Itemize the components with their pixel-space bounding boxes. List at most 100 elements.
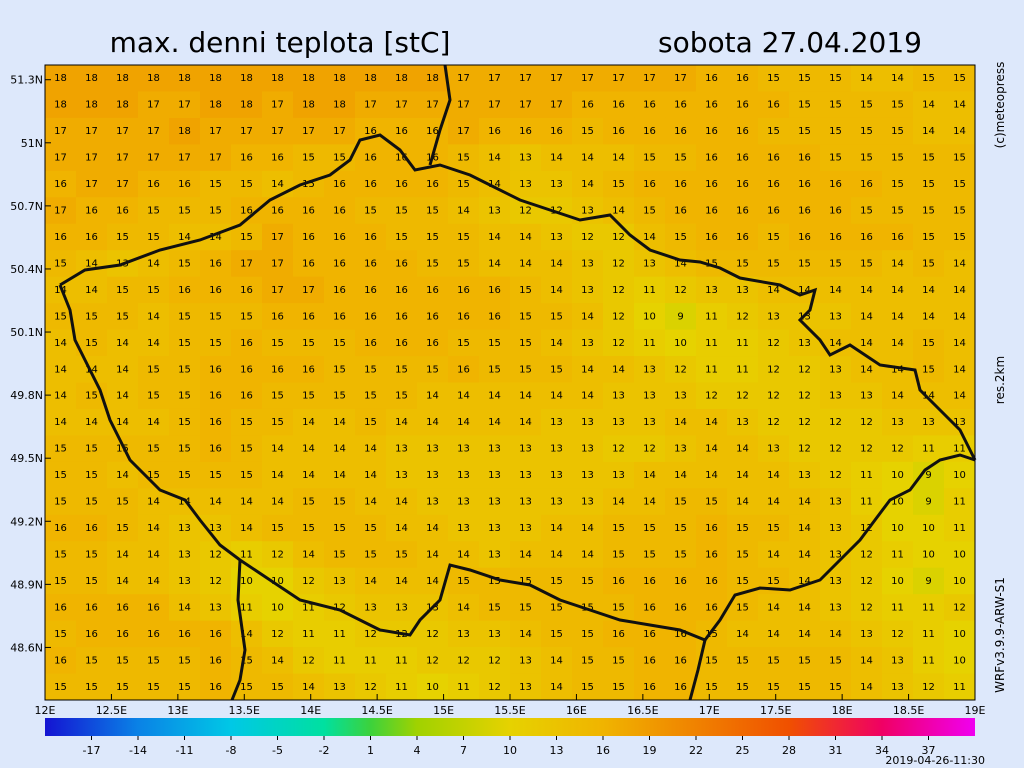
temperature-cell (231, 514, 263, 542)
temperature-cell (758, 541, 790, 569)
temperature-cell (324, 567, 356, 595)
lat-tick-label: 48.9N (10, 578, 43, 591)
temperature-cell (76, 673, 108, 701)
temperature-label: 15 (426, 258, 439, 269)
temperature-label: 16 (116, 602, 129, 613)
temperature-label: 16 (860, 232, 873, 243)
temperature-cell (138, 514, 170, 542)
temperature-cell (324, 250, 356, 278)
temperature-cell (820, 65, 852, 92)
temperature-cell (882, 144, 914, 172)
temperature-cell (851, 594, 883, 622)
temperature-label: 12 (705, 391, 718, 402)
temperature-label: 15 (860, 153, 873, 164)
temperature-label: 14 (674, 470, 687, 481)
temperature-label: 12 (612, 285, 625, 296)
temperature-label: 15 (240, 232, 253, 243)
temperature-label: 14 (147, 417, 160, 428)
temperature-cell (603, 514, 635, 542)
temperature-label: 12 (612, 258, 625, 269)
temperature-label: 11 (643, 285, 656, 296)
temperature-cell (417, 170, 449, 198)
temperature-label: 12 (767, 364, 780, 375)
temperature-label: 15 (705, 497, 718, 508)
temperature-label: 14 (953, 338, 966, 349)
temperature-label: 16 (147, 629, 160, 640)
temperature-cell (913, 647, 945, 675)
temperature-label: 18 (178, 73, 191, 84)
temperature-label: 17 (147, 126, 160, 137)
temperature-label: 12 (767, 338, 780, 349)
temperature-cell (665, 276, 697, 304)
temperature-cell (231, 223, 263, 251)
temperature-label: 14 (891, 311, 904, 322)
temperature-cell (851, 461, 883, 489)
temperature-label: 12 (209, 576, 222, 587)
temperature-cell (572, 541, 604, 569)
temperature-cell (696, 329, 728, 357)
temperature-label: 17 (240, 258, 253, 269)
temperature-cell (572, 250, 604, 278)
temperature-cell (789, 408, 821, 436)
temperature-cell (696, 408, 728, 436)
temperature-label: 14 (519, 417, 532, 428)
temperature-label: 16 (240, 206, 253, 217)
temperature-cell (293, 303, 325, 331)
temperature-cell (851, 276, 883, 304)
temperature-label: 16 (457, 311, 470, 322)
temperature-label: 14 (612, 206, 625, 217)
temperature-cell (758, 647, 790, 675)
temperature-cell (386, 303, 418, 331)
temperature-label: 14 (767, 497, 780, 508)
colorbar-tick-label: 7 (460, 744, 467, 757)
temperature-cell (231, 382, 263, 410)
temperature-cell (510, 144, 542, 172)
temperature-cell (634, 197, 666, 225)
temperature-cell (355, 567, 387, 595)
temperature-label: 14 (519, 549, 532, 560)
temperature-cell (169, 170, 201, 198)
temperature-label: 13 (767, 444, 780, 455)
temperature-cell (758, 461, 790, 489)
temperature-cell (324, 276, 356, 304)
temperature-label: 15 (922, 73, 935, 84)
temperature-cell (696, 197, 728, 225)
temperature-label: 17 (302, 285, 315, 296)
temperature-cell (262, 435, 294, 463)
temperature-cell (572, 65, 604, 92)
temperature-cell (820, 197, 852, 225)
temperature-label: 16 (674, 126, 687, 137)
temperature-cell (293, 65, 325, 92)
temperature-label: 14 (364, 497, 377, 508)
temperature-label: 16 (674, 602, 687, 613)
temperature-cell (510, 223, 542, 251)
temperature-cell (541, 303, 573, 331)
temperature-label: 13 (178, 549, 191, 560)
temperature-label: 15 (116, 655, 129, 666)
temperature-label: 14 (426, 549, 439, 560)
temperature-label: 15 (767, 655, 780, 666)
temperature-cell (200, 144, 232, 172)
temperature-label: 13 (457, 497, 470, 508)
temperature-cell (324, 303, 356, 331)
temperature-label: 15 (116, 523, 129, 534)
temperature-label: 14 (395, 497, 408, 508)
temperature-label: 16 (643, 602, 656, 613)
temperature-label: 14 (395, 417, 408, 428)
temperature-cell (944, 461, 976, 489)
temperature-cell (479, 250, 511, 278)
temperature-label: 13 (488, 497, 501, 508)
temperature-label: 16 (674, 629, 687, 640)
temperature-label: 15 (364, 549, 377, 560)
temperature-label: 14 (147, 497, 160, 508)
temperature-label: 12 (364, 682, 377, 693)
temperature-label: 13 (829, 576, 842, 587)
temperature-cell (696, 382, 728, 410)
temperature-label: 12 (488, 655, 501, 666)
temperature-label: 14 (922, 311, 935, 322)
temperature-cell (851, 303, 883, 331)
temperature-label: 16 (333, 232, 346, 243)
temperature-cell (45, 673, 77, 701)
temperature-label: 10 (922, 549, 935, 560)
lat-tick-label: 51N (21, 137, 43, 150)
